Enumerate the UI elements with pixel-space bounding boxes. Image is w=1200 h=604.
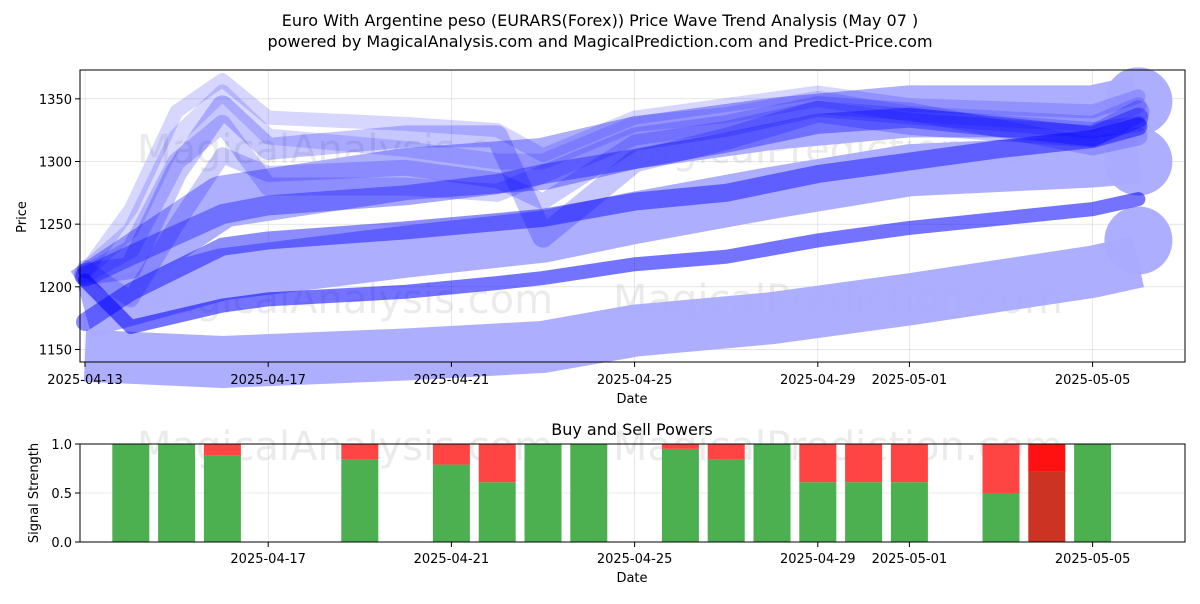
- buy-power-bar: [1074, 444, 1112, 542]
- bottom-x-ticks: 2025-04-17 2025-04-21 2025-04-25 2025-04-29…: [230, 542, 1130, 567]
- top-y-axis-label: Price: [15, 201, 30, 233]
- price-band-endcap: [1104, 127, 1173, 196]
- bottom-y-tick-label: 0.5: [51, 487, 72, 502]
- price-band: [70, 75, 1144, 315]
- price-wave-line: [75, 107, 1149, 287]
- sell-power-bar: [203, 444, 241, 456]
- buy-power-bar: [1028, 471, 1066, 542]
- bottom-x-tick-label: 2025-04-21: [414, 552, 490, 567]
- bottom-chart-title: Buy and Sell Powers: [551, 420, 713, 439]
- price-wave-line: [76, 117, 1148, 331]
- top-x-tick-label: 2025-04-21: [414, 373, 490, 388]
- price-band: [83, 236, 1144, 388]
- top-y-tick-label: 1200: [39, 281, 72, 296]
- top-y-tick-label: 1250: [39, 218, 72, 233]
- top-x-ticks: 2025-04-13 2025-04-17 2025-04-21 2025-04-25…: [47, 362, 1130, 388]
- top-x-axis-label: Date: [616, 392, 647, 407]
- price-band: [78, 131, 1141, 337]
- sell-power-bar: [341, 444, 379, 460]
- bottom-y-tick-label: 1.0: [51, 438, 72, 453]
- price-wave-line: [78, 73, 1146, 279]
- buy-power-bar: [982, 493, 1020, 542]
- sell-power-bar: [1028, 444, 1066, 472]
- top-y-tick-label: 1300: [39, 155, 72, 170]
- top-y-tick-label: 1150: [39, 343, 72, 358]
- top-x-tick-label: 2025-04-29: [780, 373, 856, 388]
- price-bands: [70, 67, 1173, 388]
- top-y-tick-label: 1350: [39, 93, 72, 108]
- sell-power-bar: [478, 444, 516, 483]
- price-wave-line: [78, 192, 1146, 334]
- bottom-x-tick-label: 2025-04-17: [230, 552, 306, 567]
- sell-power-bar: [432, 444, 470, 465]
- bottom-y-axis-label: Signal Strength: [27, 443, 42, 543]
- bottom-x-tick-label: 2025-05-01: [872, 552, 948, 567]
- top-x-tick-label: 2025-04-17: [230, 373, 306, 388]
- price-wave-chart: MagicalAnalysis.com MagicalPrediction.co…: [15, 67, 1186, 407]
- top-x-tick-label: 2025-04-25: [597, 373, 673, 388]
- sell-power-bar: [845, 444, 883, 483]
- sell-power-bar: [982, 444, 1020, 493]
- buy-power-bar: [890, 482, 928, 542]
- top-plot-frame: [79, 69, 1186, 363]
- buy-power-bar: [661, 448, 699, 542]
- sell-power-bar: [707, 444, 745, 460]
- price-waves: [74, 73, 1150, 334]
- bottom-y-ticks: 0.0 0.5 1.0: [51, 438, 80, 551]
- price-wave-line: [74, 95, 1150, 286]
- top-y-ticks: 1150 1200 1250 1300 1350: [39, 93, 80, 358]
- buy-sell-power-chart: Buy and Sell Powers MagicalAnalysis.com …: [27, 420, 1186, 586]
- buy-power-bar: [570, 444, 608, 542]
- figure-title-line2: powered by MagicalAnalysis.com and Magic…: [267, 32, 932, 51]
- buy-power-bar: [707, 459, 745, 542]
- price-wave-line: [77, 100, 1147, 308]
- bottom-x-axis-label: Date: [616, 571, 647, 586]
- buy-power-bar: [845, 482, 883, 542]
- buy-power-bar: [753, 444, 791, 542]
- buy-power-bar: [112, 444, 150, 542]
- price-wave-line: [76, 96, 1148, 284]
- top-x-tick-label: 2025-05-01: [872, 373, 948, 388]
- top-x-tick-label: 2025-04-13: [47, 373, 123, 388]
- bottom-x-tick-label: 2025-05-05: [1055, 552, 1131, 567]
- bottom-y-tick-label: 0.0: [51, 536, 72, 551]
- signal-bars: [112, 444, 1112, 542]
- buy-power-bar: [341, 459, 379, 542]
- price-wave-line: [77, 84, 1147, 279]
- buy-power-bar: [524, 444, 562, 542]
- buy-power-bar: [799, 482, 837, 542]
- sell-power-bar: [799, 444, 837, 483]
- buy-power-bar: [432, 464, 470, 542]
- buy-power-bar: [203, 455, 241, 542]
- price-band-endcap: [1104, 206, 1173, 275]
- top-x-tick-label: 2025-05-05: [1055, 373, 1131, 388]
- buy-power-bar: [158, 444, 196, 542]
- figure-title-line1: Euro With Argentine peso (EURARS(Forex))…: [282, 11, 918, 30]
- bottom-x-tick-label: 2025-04-29: [780, 552, 856, 567]
- price-band-endcap: [1104, 67, 1173, 136]
- buy-power-bar: [478, 482, 516, 542]
- bottom-x-tick-label: 2025-04-25: [597, 552, 673, 567]
- sell-power-bar: [661, 444, 699, 449]
- sell-power-bar: [890, 444, 928, 483]
